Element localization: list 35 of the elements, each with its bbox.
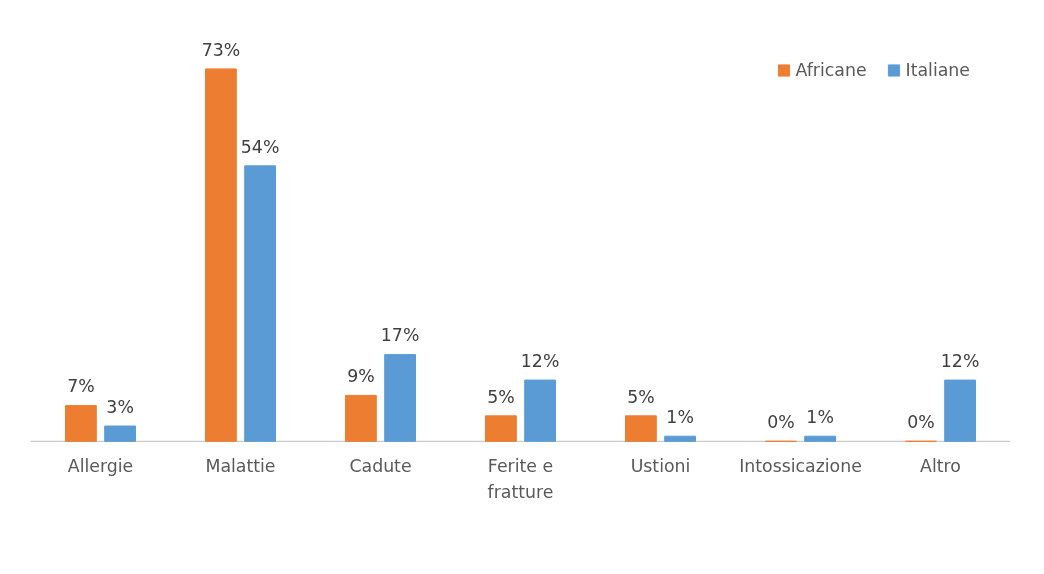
bar — [65, 405, 97, 442]
data-label: 7% — [67, 376, 95, 397]
data-label: 5% — [487, 386, 515, 407]
x-tick-label: Malattie — [205, 456, 276, 477]
bar — [485, 415, 517, 442]
data-label: 54% — [240, 136, 280, 157]
legend-label: Italiane — [905, 60, 970, 80]
x-tick-label: Cadute — [349, 456, 412, 477]
data-label: 73% — [201, 39, 241, 60]
x-tick-label: Ferite e fratture — [487, 456, 554, 503]
data-label: 1% — [666, 406, 694, 427]
x-tick-label: Altro — [920, 456, 961, 477]
data-label: 9% — [347, 366, 375, 387]
data-label: 3% — [106, 396, 134, 417]
x-tick-label: Allergie — [67, 456, 134, 477]
data-label: 5% — [627, 386, 655, 407]
x-tick-label: Intossicazione — [739, 456, 862, 477]
bar — [524, 379, 556, 442]
data-label: 1% — [806, 406, 834, 427]
x-tick-label: Ustioni — [630, 456, 691, 477]
bar — [664, 435, 696, 442]
bar — [104, 425, 136, 442]
data-label: 12% — [520, 350, 560, 371]
bar — [205, 68, 237, 442]
bar — [345, 394, 377, 442]
data-label: 0% — [767, 412, 795, 433]
bar — [944, 379, 976, 442]
data-label: 17% — [380, 325, 420, 346]
bar — [804, 435, 836, 442]
bar — [384, 354, 416, 442]
legend-label: Africane — [795, 60, 867, 80]
bar — [244, 165, 276, 442]
bar — [625, 415, 657, 442]
data-label: 0% — [907, 412, 935, 433]
data-label: 12% — [940, 350, 980, 371]
